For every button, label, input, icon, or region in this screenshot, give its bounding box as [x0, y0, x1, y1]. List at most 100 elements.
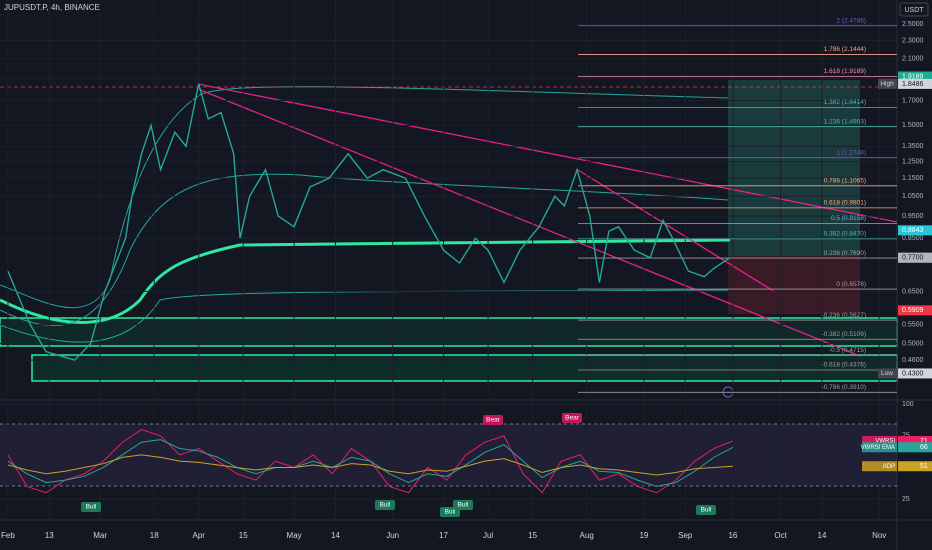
x-tick-label: Feb	[1, 531, 15, 540]
x-tick-label: Nov	[872, 531, 886, 540]
price-tag-name-bg	[878, 78, 897, 89]
x-tick-label: 14	[331, 531, 340, 540]
y-tick-label: 0.4600	[902, 357, 924, 364]
y-tick-label: 1.5000	[902, 122, 924, 129]
fib-label: 1.786 (2.1444)	[824, 46, 866, 53]
y-tick-label: 1.2500	[902, 158, 924, 165]
indicator-name: VWRSI	[875, 439, 895, 445]
indicator-name: ADP	[883, 464, 895, 470]
x-tick-label: Jun	[386, 531, 399, 540]
x-tick-label: 13	[45, 531, 54, 540]
indicator-value: 51	[920, 463, 928, 470]
y-tick-label: 0.8500	[902, 235, 924, 242]
signal-label-bg	[483, 415, 503, 425]
x-tick-label: 15	[528, 531, 537, 540]
y-tick-label: 0.5500	[902, 321, 924, 328]
indicator-name-bg	[862, 461, 897, 472]
symbol-title: JUPUSDT.P, 4h, BINANCE	[4, 3, 100, 12]
fib-label: 1 (1.2748)	[836, 149, 866, 156]
price-line	[7, 83, 731, 361]
fib-label: 0.786 (1.1065)	[824, 178, 866, 185]
signal-label-bg	[696, 505, 716, 515]
fib-label: -0.382 (0.5109)	[822, 331, 866, 338]
price-tag	[898, 225, 932, 236]
y-tick-label: 2.1000	[902, 55, 924, 62]
price-line	[7, 439, 734, 487]
fib-label: 0 (0.6578)	[836, 281, 866, 288]
y-tick-label: 1.0500	[902, 193, 924, 200]
signal-label-bg	[453, 500, 473, 510]
price-tag-label: 0.7700	[902, 255, 924, 262]
price-tag	[898, 252, 932, 263]
signal-label: Bull	[380, 502, 391, 509]
indicator-name-bg	[862, 435, 897, 446]
indicator-value: 71	[920, 438, 928, 445]
y-tick-label: 1.7000	[902, 97, 924, 104]
price-tag	[898, 305, 932, 316]
x-tick-label: 14	[818, 531, 827, 540]
price-tag-name: High	[880, 81, 894, 88]
trendline	[577, 169, 776, 293]
fib-label: 1.382 (1.6414)	[824, 99, 866, 106]
indicator-name-bg	[862, 442, 897, 453]
x-tick-label: 19	[639, 531, 648, 540]
x-tick-label: Oct	[774, 531, 787, 540]
signal-label-bg	[562, 413, 582, 423]
support-zone	[0, 317, 898, 347]
demand-zone	[31, 354, 898, 382]
rsi-tick-label: 100	[902, 401, 914, 408]
moving-average	[0, 238, 731, 324]
fib-label: 0.618 (0.9901)	[824, 200, 866, 207]
x-tick-label: Sep	[678, 531, 693, 540]
x-tick-label: 17	[439, 531, 448, 540]
fib-label: -0.618 (0.4376)	[822, 362, 866, 369]
long-stop-box	[728, 256, 860, 314]
x-tick-label: Aug	[580, 531, 594, 540]
currency-button[interactable]	[899, 2, 929, 17]
fib-label: 0.236 (0.7690)	[824, 250, 866, 257]
x-tick-label: Mar	[93, 531, 107, 540]
price-line	[7, 454, 733, 476]
signal-label: Bear	[565, 415, 580, 422]
price-tag-name-bg	[878, 368, 897, 379]
indicator-tag	[898, 461, 932, 472]
signal-label: Bull	[445, 509, 456, 516]
y-tick-label: 0.5000	[902, 340, 924, 347]
signal-label: Bull	[701, 507, 712, 514]
price-tag-label: 1.9189	[902, 73, 924, 80]
x-tick-label: 16	[728, 531, 737, 540]
fib-label: -0.786 (0.3910)	[822, 384, 866, 391]
indicator-tag	[898, 435, 932, 446]
fib-label: 1.236 (1.4903)	[824, 118, 866, 125]
trendline	[197, 88, 861, 357]
fib-label: 2 (2.4786)	[836, 17, 866, 24]
price-tag-label: 1.8486	[902, 81, 924, 88]
fib-label: -0.5 (0.4715)	[829, 347, 866, 354]
y-tick-label: 2.3000	[902, 37, 924, 44]
y-tick-label: 1.3500	[902, 143, 924, 150]
fib-label: 1.618 (1.9189)	[824, 68, 866, 75]
fib-label: 0.5 (0.9158)	[831, 215, 866, 222]
x-tick-label: Jul	[483, 531, 493, 540]
signal-label: Bull	[86, 504, 97, 511]
x-tick-label: May	[287, 531, 302, 540]
signal-label-bg	[81, 502, 101, 512]
indicator-name: VWRSI EMA	[861, 445, 895, 451]
price-tag	[898, 368, 932, 379]
x-tick-label: 18	[150, 531, 159, 540]
currency: USDT	[904, 7, 924, 14]
signal-label-bg	[375, 500, 395, 510]
vwap-band	[0, 173, 729, 326]
price-tag	[898, 71, 932, 82]
vwap-upper	[0, 86, 729, 309]
price-tag-label: 0.4300	[902, 370, 924, 377]
x-tick-label: Apr	[193, 531, 206, 540]
fib-label: 0.382 (0.8470)	[824, 231, 866, 238]
indicator-value: 66	[920, 444, 928, 451]
signal-label: Bear	[486, 417, 501, 424]
price-tag-label: 0.5909	[902, 307, 924, 314]
price-tag-name: Low	[881, 370, 893, 377]
y-tick-label: 0.6500	[902, 288, 924, 295]
long-target-box	[728, 80, 860, 256]
